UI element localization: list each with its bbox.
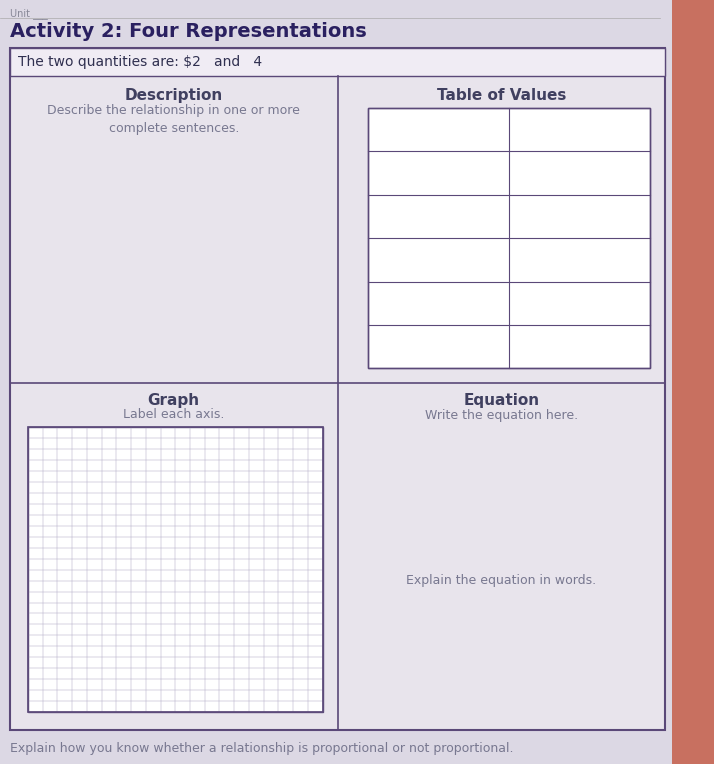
Bar	[28, 427, 323, 712]
Bar	[10, 48, 665, 76]
Text: Describe the relationship in one or more
complete sentences.: Describe the relationship in one or more…	[47, 104, 300, 135]
Text: Description: Description	[125, 88, 223, 103]
Text: Table of Values: Table of Values	[436, 88, 566, 103]
Text: Write the equation here.: Write the equation here.	[425, 410, 578, 422]
Text: Activity 2: Four Representations: Activity 2: Four Representations	[10, 22, 367, 41]
Text: The two quantities are: $2   and   4: The two quantities are: $2 and 4	[18, 55, 262, 69]
Text: Explain how you know whether a relationship is proportional or not proportional.: Explain how you know whether a relations…	[10, 742, 513, 755]
Text: Explain the equation in words.: Explain the equation in words.	[406, 574, 596, 587]
Bar	[670, 0, 714, 764]
Text: Unit ___: Unit ___	[10, 8, 48, 19]
Bar	[368, 108, 650, 368]
Text: Graph: Graph	[148, 393, 200, 409]
Bar	[368, 108, 650, 368]
Bar	[28, 427, 323, 712]
Text: Label each axis.: Label each axis.	[123, 409, 224, 422]
Bar	[10, 48, 665, 730]
Text: Equation: Equation	[463, 393, 539, 409]
